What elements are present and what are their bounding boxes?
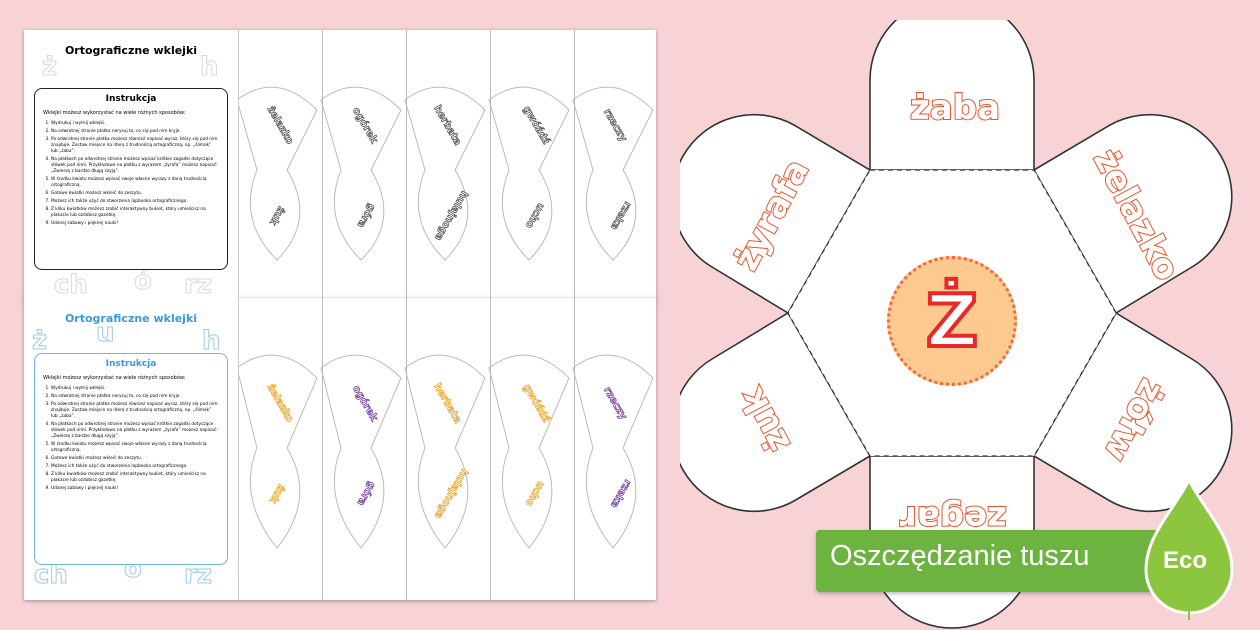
petal-outline-icon — [236, 86, 318, 261]
ghost-letter: ch — [54, 270, 89, 301]
instruction-lead: Wklejki możesz wykorzystać na wiele różn… — [43, 375, 186, 381]
worksheet-title: Ortograficzne wklejki — [64, 44, 198, 57]
leaf-drop-icon — [1144, 480, 1234, 620]
ghost-letter: rz — [184, 270, 213, 301]
instruction-step: Wydrukuj i wytnij wklejki. — [51, 386, 219, 392]
ghost-letter: ó — [134, 266, 153, 297]
center-letter: Ż — [924, 279, 980, 363]
instruction-step: Wydrukuj i wytnij wklejki. — [51, 121, 219, 127]
flower-strip: rzeczy rzeka — [572, 298, 656, 600]
petal-outline-icon — [404, 86, 486, 261]
eco-badge-label: Eco — [1163, 547, 1208, 574]
instruction-step: Gotowe kwiatki możesz wkleić do zeszytu. — [51, 456, 219, 462]
worksheet-color: Ortograficzne wklejki ż u h ch ó rz Inst… — [24, 298, 656, 600]
instruction-step: Po odwrotnej stronie płatka możesz równi… — [51, 402, 219, 420]
instruction-step: Na odwrotnej stronie płatka narysuj to, … — [51, 394, 219, 400]
instruction-lead: Wklejki możesz wykorzystać na wiele różn… — [43, 110, 186, 116]
petal-outline-icon — [488, 354, 570, 549]
flower-strip: gwóźdź ucho — [488, 30, 575, 300]
ghost-letter: ż — [41, 52, 58, 83]
petal-word: żaba — [909, 87, 1001, 129]
petal-outline-icon — [236, 354, 318, 549]
instruction-step: Udanej zabawy i pięknej nauki! — [51, 486, 219, 492]
instruction-step: Na płatkach po odwrotnej stronie możesz … — [51, 422, 219, 440]
instruction-heading: Instrukcja — [105, 359, 157, 369]
flower-shape-icon — [680, 20, 1233, 629]
instruction-steps: Wydrukuj i wytnij wklejki. Na odwrotnej … — [35, 386, 227, 492]
petal-outline-icon — [572, 354, 654, 549]
instruction-step: Na płatkach po odwrotnej stronie możesz … — [51, 157, 219, 175]
center-badge: Ż — [887, 256, 1017, 386]
instruction-box: Instrukcja Wklejki możesz wykorzystać na… — [34, 353, 228, 565]
instruction-step: Udanej zabawy i pięknej nauki! — [51, 221, 219, 227]
instruction-step: Możesz ich także użyć do stworzenia lapb… — [51, 199, 219, 205]
petal-outline-icon — [404, 354, 486, 549]
instruction-page: Ortograficzne wklejki ż h ch ó rz Instru… — [24, 30, 239, 300]
flower-strip: rzeczy rzeka — [572, 30, 656, 300]
flower-strip: żelazko żuk — [236, 30, 323, 300]
petal-outline-icon — [320, 86, 402, 261]
instruction-heading: Instrukcja — [105, 94, 157, 104]
flower-strip: gwóźdź ucho — [488, 298, 575, 600]
eco-banner-text: Oszczędzanie tuszu — [830, 540, 1090, 572]
flower-strip: herbata hulajnoga — [404, 30, 491, 300]
instruction-step: Z kilku kwiatków możesz zrobić interakty… — [51, 207, 219, 219]
ghost-letter: h — [202, 326, 221, 357]
ghost-letter: u — [96, 318, 115, 349]
instruction-step: W środku kwiatu możesz wpisać swoje włas… — [51, 177, 219, 189]
worksheet-grayscale: Ortograficzne wklejki ż h ch ó rz Instru… — [24, 30, 656, 300]
worksheet-previews: Ortograficzne wklejki ż h ch ó rz Instru… — [24, 30, 656, 602]
flower-strip: ogórek góra — [320, 30, 407, 300]
instruction-step: W środku kwiatu możesz wpisać swoje włas… — [51, 442, 219, 454]
petal-outline-icon — [320, 354, 402, 549]
instruction-step: Możesz ich także użyć do stworzenia lapb… — [51, 464, 219, 470]
petal-outline-icon — [572, 86, 654, 261]
flower-strip: herbata hulajnoga — [404, 298, 491, 600]
worksheet-title: Ortograficzne wklejki — [64, 312, 198, 325]
instruction-box: Instrukcja Wklejki możesz wykorzystać na… — [34, 88, 228, 270]
instruction-page: Ortograficzne wklejki ż u h ch ó rz Inst… — [24, 298, 239, 600]
flower-strip: żelazko żuk — [236, 298, 323, 600]
petal-outline-icon — [488, 86, 570, 261]
instruction-step: Gotowe kwiatki możesz wkleić do zeszytu. — [51, 191, 219, 197]
instruction-steps: Wydrukuj i wytnij wklejki. Na odwrotnej … — [35, 121, 227, 227]
instruction-step: Z kilku kwiatków możesz zrobić interakty… — [51, 472, 219, 484]
ghost-letter: ż — [31, 326, 48, 357]
ghost-letter: h — [200, 52, 219, 83]
flower-strip: ogórek góra — [320, 298, 407, 600]
instruction-step: Po odwrotnej stronie płatka możesz równi… — [51, 137, 219, 155]
instruction-step: Na odwrotnej stronie płatka narysuj to, … — [51, 129, 219, 135]
flower-cutout: żaba żelazko żółw zegar żuk żyrafa Ż — [680, 20, 1260, 630]
